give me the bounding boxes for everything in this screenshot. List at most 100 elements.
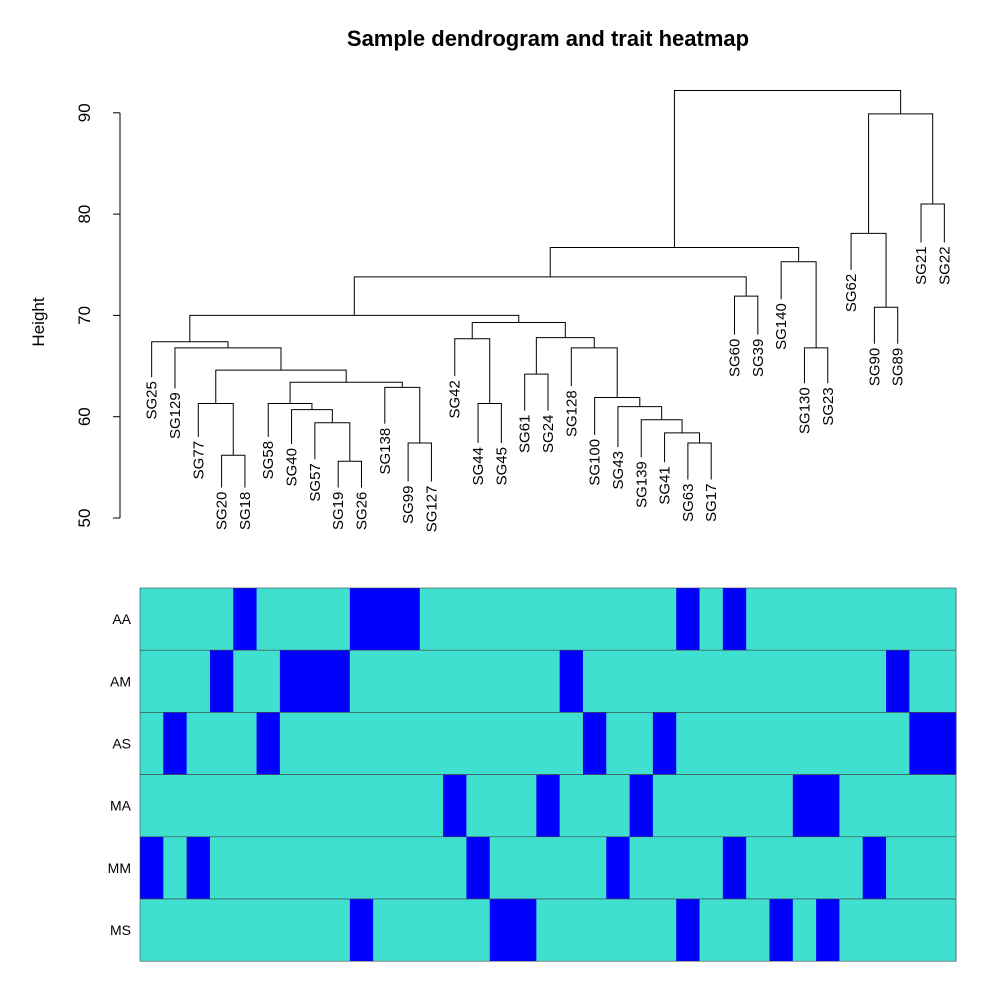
heatmap-cell <box>862 836 887 899</box>
dendrogram-merge <box>673 90 902 248</box>
heatmap-cell <box>582 588 607 651</box>
heatmap-cell <box>186 836 211 899</box>
heatmap-cell <box>466 650 491 713</box>
heatmap-cell <box>722 588 747 651</box>
dendrogram-merge <box>353 276 747 316</box>
heatmap-cell <box>163 588 188 651</box>
heatmap-cell <box>816 588 840 651</box>
heatmap-cell <box>606 650 631 713</box>
heatmap-cell <box>699 836 724 899</box>
leaf-label: SG24 <box>540 415 557 453</box>
leaf-label: SG19 <box>330 492 347 530</box>
heatmap-cell <box>326 899 351 962</box>
heatmap-cell <box>629 774 654 837</box>
heatmap-cell <box>559 899 584 962</box>
heatmap-cell <box>396 899 421 962</box>
heatmap-cell <box>652 836 677 899</box>
leaf-label: SG63 <box>680 484 697 522</box>
leaf-label: SG130 <box>796 387 813 434</box>
heatmap-cell <box>489 588 514 651</box>
heatmap-cell <box>233 650 258 713</box>
dendrogram-merge <box>314 422 351 462</box>
heatmap-cell <box>652 712 677 775</box>
dendrogram-merge <box>291 409 333 445</box>
heatmap-cell <box>606 836 631 899</box>
heatmap-cell <box>233 899 258 962</box>
heatmap-cell <box>652 774 677 837</box>
heatmap-cell <box>373 774 397 837</box>
heatmap-cell <box>303 712 328 775</box>
heatmap-cell <box>140 899 164 962</box>
leaf-label: SG90 <box>866 348 883 386</box>
leaf-label: SG138 <box>377 428 394 475</box>
dendrogram-merge <box>617 406 663 448</box>
heatmap-cell <box>140 836 164 899</box>
heatmap-cell <box>419 650 444 713</box>
heatmap-cell <box>769 588 794 651</box>
heatmap-cell <box>699 650 724 713</box>
heatmap-cell <box>769 712 794 775</box>
heatmap-cell <box>279 899 304 962</box>
heatmap-cell <box>909 712 934 775</box>
leaf-label: SG89 <box>890 348 907 386</box>
heatmap-cell <box>629 712 654 775</box>
heatmap-cell <box>256 650 281 713</box>
trait-label: AA <box>112 611 131 627</box>
heatmap-cell <box>209 712 234 775</box>
heatmap-cell <box>536 588 561 651</box>
heatmap-cell <box>513 650 537 713</box>
heatmap-cell <box>652 650 677 713</box>
heatmap-cell <box>909 899 934 962</box>
heatmap-cell <box>559 650 584 713</box>
leaf-label: SG60 <box>727 339 744 377</box>
heatmap-cell <box>396 650 421 713</box>
heatmap-cell <box>909 588 934 651</box>
dendrogram-merge <box>570 347 618 398</box>
heatmap-cell <box>582 836 607 899</box>
heatmap-cell <box>326 712 351 775</box>
heatmap-cell <box>349 899 374 962</box>
heatmap-cell <box>303 650 328 713</box>
dendrogram-merge <box>664 432 701 463</box>
heatmap-cell <box>396 836 421 899</box>
heatmap-cell <box>582 899 607 962</box>
heatmap-cell <box>163 774 188 837</box>
heatmap-cell <box>699 712 724 775</box>
heatmap-cell <box>443 899 467 962</box>
leaf-label: SG25 <box>144 381 161 419</box>
heatmap-cell <box>186 588 211 651</box>
heatmap-cell <box>303 588 328 651</box>
leaf-label: SG41 <box>657 466 674 504</box>
leaf-label: SG140 <box>773 303 790 350</box>
y-axis: 50 60 70 80 90 <box>75 103 121 527</box>
heatmap-cell <box>629 588 654 651</box>
heatmap-cell <box>419 836 444 899</box>
leaf-label: SG23 <box>820 387 837 425</box>
heatmap-cell <box>582 712 607 775</box>
heatmap-cell <box>326 588 351 651</box>
heatmap-cell <box>536 836 561 899</box>
heatmap-cell <box>489 650 514 713</box>
leaf-label: SG127 <box>423 486 440 533</box>
heatmap-cell <box>792 712 817 775</box>
heatmap-cell <box>932 588 957 651</box>
chart-title: Sample dendrogram and trait heatmap <box>347 26 749 51</box>
heatmap-cell <box>932 712 957 775</box>
heatmap-cell <box>186 899 211 962</box>
heatmap-cell <box>816 836 840 899</box>
heatmap-cell <box>862 899 887 962</box>
dendrogram-merge <box>549 247 800 277</box>
heatmap-cell <box>746 712 770 775</box>
heatmap-cell <box>279 712 304 775</box>
dendrogram-merge <box>174 347 282 389</box>
dendrogram-merge <box>337 460 362 488</box>
heatmap-cell <box>886 588 910 651</box>
heatmap-cell <box>792 836 817 899</box>
trait-label: AM <box>110 673 131 689</box>
heatmap-cell <box>746 650 770 713</box>
heatmap-cell <box>513 774 537 837</box>
heatmap-cell <box>513 836 537 899</box>
leaf-label: SG43 <box>610 451 627 489</box>
